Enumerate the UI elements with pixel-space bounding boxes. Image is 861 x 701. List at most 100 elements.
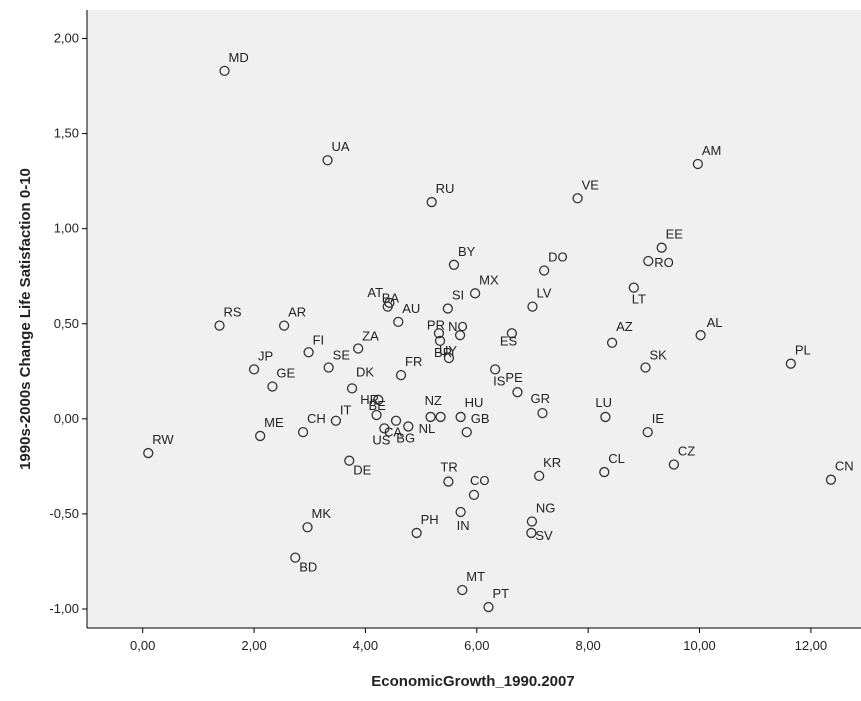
data-point — [448, 259, 460, 270]
point-label: BG — [396, 430, 415, 445]
data-point — [785, 358, 796, 369]
data-point — [297, 426, 309, 438]
point-label: PT — [492, 586, 509, 601]
x-tick-label: 0,00 — [130, 638, 155, 653]
point-label: RO — [654, 255, 674, 270]
data-point — [599, 466, 610, 478]
point-label: SK — [650, 347, 668, 362]
point-label: BA — [382, 291, 400, 306]
point-label: KR — [543, 455, 561, 470]
data-point — [461, 426, 472, 438]
data-point — [443, 476, 454, 487]
data-point — [692, 158, 703, 170]
point-label: CA — [384, 425, 402, 440]
data-point — [373, 394, 384, 405]
point-label: ME — [264, 415, 284, 430]
data-point — [426, 196, 437, 208]
data-point — [302, 522, 313, 533]
data-point — [323, 362, 334, 373]
y-tick-label: 1,50 — [54, 126, 79, 141]
data-point — [403, 421, 414, 432]
point-label: IN — [457, 518, 470, 533]
data-point — [539, 265, 550, 276]
data-point — [267, 381, 278, 392]
point-label: SE — [333, 347, 351, 362]
point-label: PL — [795, 343, 811, 358]
data-point — [434, 335, 446, 347]
point-label: NG — [536, 501, 556, 516]
point-label: UA — [332, 139, 350, 154]
data-point — [572, 193, 583, 204]
point-label: LT — [632, 292, 646, 307]
x-tick-label: 10,00 — [683, 638, 716, 653]
point-label: GB — [471, 411, 490, 426]
point-label: CL — [608, 451, 625, 466]
point-label: PH — [421, 512, 439, 527]
data-point — [382, 301, 393, 312]
point-label: BE — [369, 398, 387, 413]
data-point — [526, 516, 538, 527]
point-label: VE — [582, 177, 600, 192]
point-label: LV — [536, 286, 551, 301]
y-tick-label: 0,00 — [54, 411, 79, 426]
data-point — [537, 407, 548, 419]
y-axis-ticks: -1,00 -0,50 0,00 0,50 1,00 1,50 2,00 — [49, 31, 87, 616]
point-label: MX — [479, 272, 499, 287]
data-point — [454, 330, 466, 341]
point-label: ZA — [362, 328, 379, 343]
x-tick-label: 12,00 — [795, 638, 828, 653]
data-point — [290, 552, 301, 563]
plot-area — [87, 10, 861, 628]
x-tick-label: 4,00 — [353, 638, 378, 653]
data-point — [600, 411, 611, 423]
data-point — [656, 242, 667, 253]
point-label: RU — [436, 181, 455, 196]
point-label: BY — [458, 244, 476, 259]
point-label: HU — [465, 395, 484, 410]
data-point — [668, 459, 680, 470]
data-point — [255, 430, 266, 442]
y-tick-label: -1,00 — [49, 601, 79, 616]
data-point — [457, 584, 468, 596]
data-point — [395, 369, 407, 381]
point-label: NL — [419, 421, 436, 436]
data-point — [640, 362, 651, 373]
data-point — [643, 255, 654, 267]
point-label: MD — [229, 50, 249, 65]
point-label: AU — [402, 301, 420, 316]
point-label: FR — [405, 354, 422, 369]
data-point — [642, 426, 653, 438]
data-point — [483, 601, 494, 613]
point-label: DK — [356, 364, 374, 379]
point-label: BD — [299, 560, 317, 575]
x-axis-title: EconomicGrowth_1990.2007 — [371, 673, 574, 690]
point-label: PR — [427, 317, 445, 332]
point-label: IS — [493, 373, 506, 388]
point-label: GE — [276, 366, 295, 381]
point-label: EE — [666, 227, 684, 242]
data-point — [411, 527, 422, 539]
data-point — [435, 411, 446, 423]
data-point — [330, 415, 342, 426]
data-point — [353, 343, 364, 354]
point-label: US — [372, 432, 390, 447]
point-label: TR — [440, 460, 457, 475]
point-label: DO — [548, 250, 568, 265]
point-label: AM — [702, 143, 722, 158]
point-label: RW — [152, 432, 174, 447]
data-point — [506, 328, 518, 339]
data-point — [346, 383, 358, 394]
point-label: IT — [340, 403, 352, 418]
data-point — [303, 347, 314, 358]
data-point — [825, 474, 837, 485]
y-tick-label: 1,00 — [54, 221, 79, 236]
point-label: FI — [313, 332, 325, 347]
point-label: AZ — [616, 319, 633, 334]
point-label: CO — [470, 473, 490, 488]
point-label: ES — [500, 333, 518, 348]
data-point — [393, 316, 404, 328]
data-point — [425, 411, 436, 423]
data-point — [143, 447, 154, 459]
point-label: SV — [535, 528, 553, 543]
